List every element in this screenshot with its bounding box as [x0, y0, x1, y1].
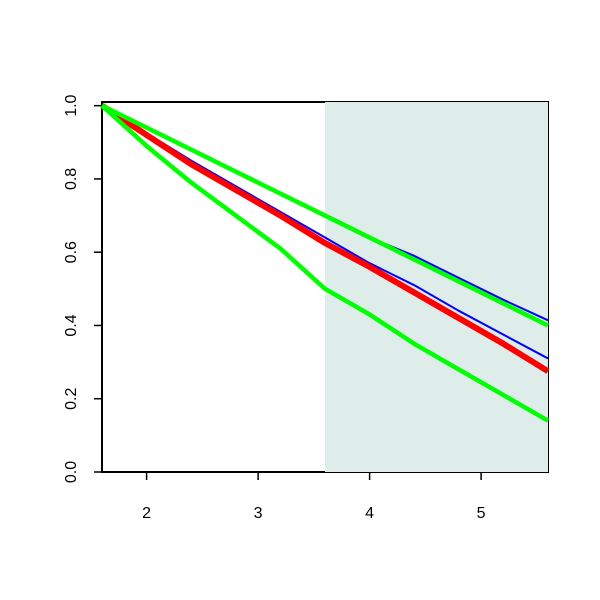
x-tick-label: 3 — [254, 505, 263, 522]
x-tick-label: 4 — [365, 505, 374, 522]
series-line — [101, 103, 549, 328]
y-tick-label: 0.2 — [63, 388, 80, 410]
x-tick-label: 2 — [142, 505, 151, 522]
y-tick-label: 0.4 — [63, 314, 80, 336]
y-tick-label: 1.0 — [63, 94, 80, 116]
series-line — [100, 103, 550, 423]
y-tick-label: 0.0 — [63, 461, 80, 483]
y-tick-label: 0.8 — [63, 168, 80, 190]
y-tick-label: 0.6 — [63, 241, 80, 263]
series-line — [100, 103, 550, 374]
highlight-region — [325, 102, 548, 472]
x-tick-label: 5 — [477, 505, 486, 522]
